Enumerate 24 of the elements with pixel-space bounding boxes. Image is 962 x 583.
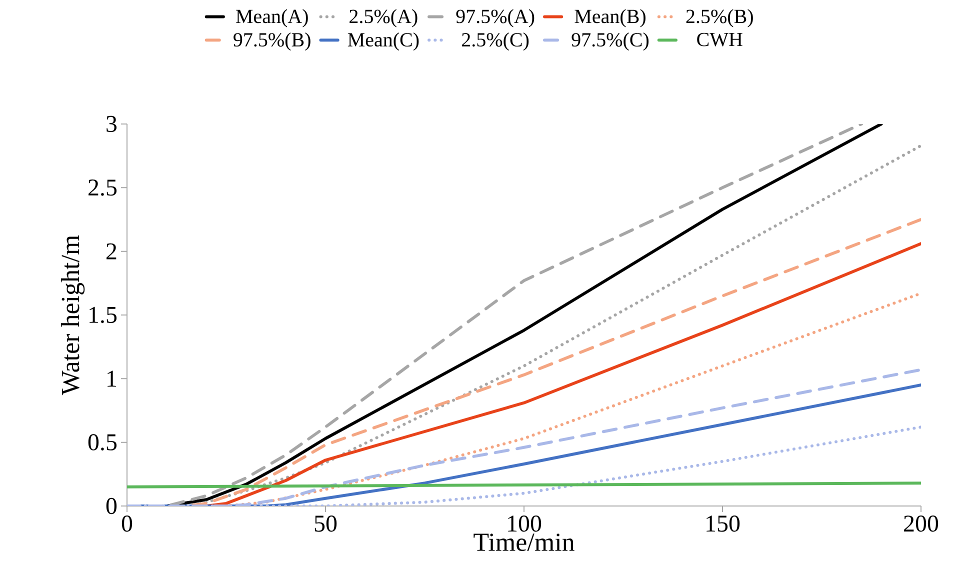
y-tick-label: 0.5: [88, 434, 117, 450]
legend-label: 2.5%(B): [686, 9, 753, 28]
legend-label: 97.5%(A): [456, 9, 534, 28]
x-axis-title: Time/min: [474, 534, 574, 552]
x-tick-label: 0: [122, 516, 132, 532]
y-tick-label: 3: [106, 116, 117, 132]
x-tick-label: 150: [706, 516, 740, 532]
y-axis-title: Water height/m: [60, 235, 85, 396]
y-tick-label: 0: [106, 498, 117, 514]
legend-label: Mean(B): [574, 9, 646, 28]
x-tick-label: 200: [904, 516, 938, 532]
y-tick-label: 2: [106, 243, 116, 260]
x-tick-label: 100: [508, 516, 542, 532]
y-tick-label: 1: [108, 370, 116, 387]
y-tick-label: 2.5: [88, 180, 117, 196]
y-tick-label: 1.5: [90, 306, 117, 324]
legend-label: 2.5%(A): [350, 9, 418, 28]
legend-label: Mean(A): [236, 9, 308, 28]
legend-label: 97.5%(B): [234, 32, 310, 51]
legend-label: 2.5%(C): [462, 32, 529, 51]
legend-label: Mean(C): [348, 32, 419, 51]
legend-label: CWH: [697, 32, 742, 46]
legend-label: 97.5%(C): [572, 32, 649, 51]
x-tick-label: 50: [314, 516, 337, 532]
